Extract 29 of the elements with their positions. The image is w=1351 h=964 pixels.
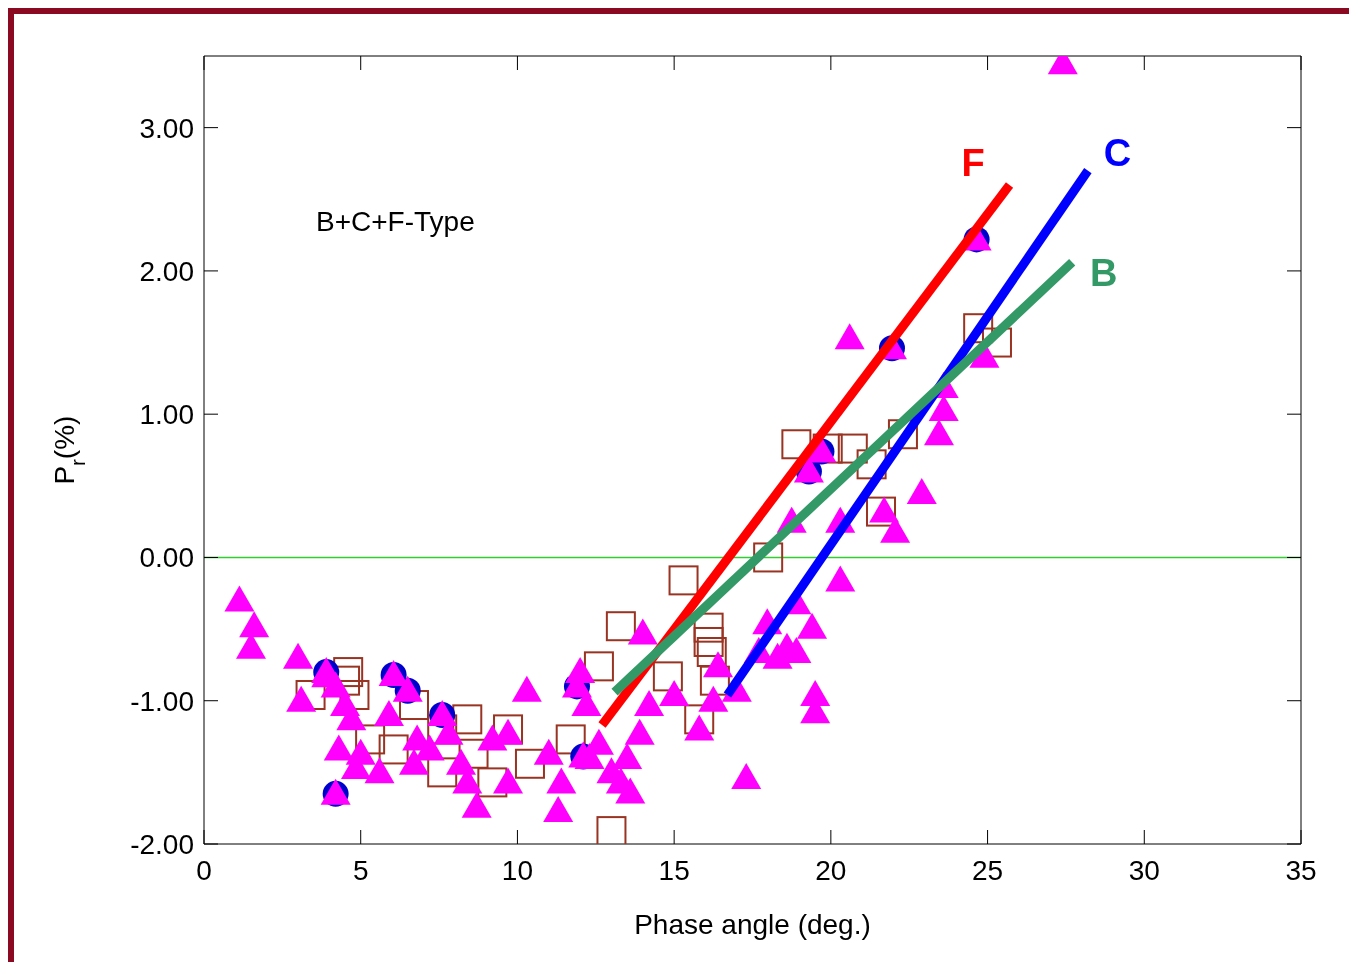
x-axis-title: Phase angle (deg.) (634, 909, 871, 940)
x-tick-label: 20 (815, 855, 847, 886)
series-label: C (1103, 132, 1132, 175)
x-tick-label: 35 (1285, 855, 1317, 886)
point (668, 565, 699, 596)
annotation: B+C+F-Type (316, 206, 475, 238)
point (378, 734, 409, 765)
point (452, 704, 483, 735)
point (866, 496, 897, 527)
y-tick-label: -2.00 (130, 828, 194, 860)
x-tick-label: 30 (1128, 855, 1160, 886)
y-tick-label: 0.00 (139, 542, 194, 574)
point (696, 637, 727, 668)
x-tick-label: 0 (196, 855, 212, 886)
x-tick-label: 10 (501, 855, 534, 886)
x-tick-label: 15 (658, 855, 690, 886)
point (596, 816, 627, 844)
y-tick-label: 1.00 (139, 399, 194, 431)
point (605, 611, 636, 642)
series-label: B (1089, 251, 1118, 294)
x-tick-label: 25 (971, 855, 1004, 886)
point (693, 626, 724, 657)
y-tick-label: -1.00 (130, 685, 194, 717)
point (514, 748, 545, 779)
y-tick-label: 2.00 (139, 255, 194, 287)
y-tick-label: 3.00 (139, 112, 194, 144)
x-tick-label: 5 (352, 855, 369, 886)
point (652, 661, 683, 692)
series-label: F (961, 142, 985, 185)
